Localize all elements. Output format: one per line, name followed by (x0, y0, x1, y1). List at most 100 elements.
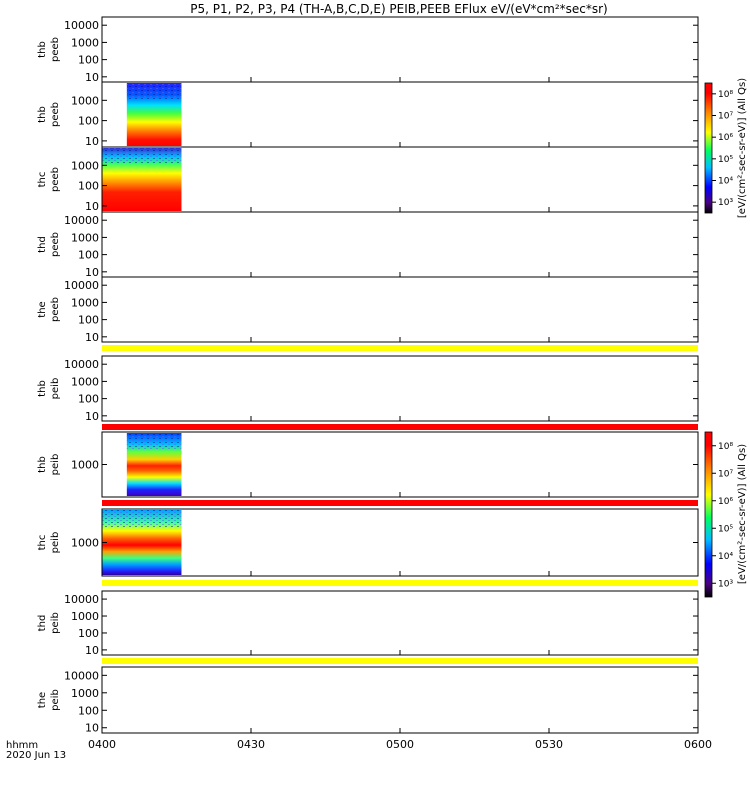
y-tick-label: 100 (78, 393, 99, 406)
colorbar-tick-label: 10⁶ (718, 497, 733, 507)
x-axis-title: hhmm (6, 740, 38, 751)
y-tick-label: 10000 (64, 669, 99, 682)
y-tick-label: 10000 (64, 279, 99, 292)
panel-frame (101, 81, 699, 148)
panel-frame (101, 431, 699, 498)
x-axis-date: 2020 Jun 13 (6, 750, 66, 761)
panel-instrument-label: peib (50, 612, 61, 634)
panel-thd-peeb: 10 100 1000 10000 thd peeb (37, 211, 699, 279)
panel-instrument-label: peeb (50, 102, 61, 127)
y-tick-label: 1000 (71, 375, 99, 388)
y-tick-label: 10000 (64, 593, 99, 606)
y-tick-label: 1000 (71, 94, 99, 107)
quality-band (102, 345, 698, 351)
chart-title: P5, P1, P2, P3, P4 (TH-A,B,C,D,E) PEIB,P… (190, 2, 607, 16)
x-axis: 0400 0430 0500 0530 0600 (88, 77, 712, 751)
colorbar-ion-ramp (704, 431, 713, 598)
panel-probe-label: thc (37, 172, 48, 188)
y-tick-label: 100 (78, 704, 99, 717)
y-tick-label: 10 (85, 200, 99, 213)
x-tick-label: 0500 (386, 738, 414, 751)
panel-instrument-label: peib (50, 378, 61, 400)
y-tick-label: 100 (78, 180, 99, 193)
colorbar-tick-label: 10⁶ (718, 133, 733, 143)
panel-probe-label: thc (37, 535, 48, 551)
y-tick-label: 10000 (64, 19, 99, 32)
panel-probe-label: thb (37, 380, 48, 397)
panel-frame (101, 666, 699, 734)
y-tick-label: 1000 (71, 687, 99, 700)
panel-thb-peib: 10 100 1000 10000 thb peib (37, 355, 699, 423)
panel-instrument-label: peib (50, 454, 61, 476)
y-tick-label: 1000 (71, 459, 99, 472)
panel-thb-peeb: 10 100 1000 thb peeb (37, 81, 699, 148)
bands (102, 345, 698, 664)
x-tick-label: 0600 (684, 738, 712, 751)
panel-instrument-label: peeb (50, 232, 61, 257)
y-tick-label: 1000 (71, 537, 99, 550)
x-tick-label: 0530 (535, 738, 563, 751)
panel-instrument-label: peeb (50, 37, 61, 62)
y-tick-label: 10 (85, 266, 99, 279)
colorbar-tick-label: 10⁴ (718, 177, 733, 187)
panel-the-peeb: 10 100 1000 10000 the peeb (37, 276, 699, 344)
quality-band (102, 580, 698, 586)
colorbar-tick-label: 10⁵ (718, 155, 733, 165)
panel-frame (101, 508, 699, 577)
colorbar-tick-label: 10⁸ (718, 442, 733, 452)
panel-probe-label: thb (37, 456, 48, 473)
colorbar-electron-ramp (704, 82, 713, 214)
y-tick-label: 100 (78, 627, 99, 640)
colorbar-tick-label: 10⁸ (718, 90, 733, 100)
y-tick-label: 1000 (71, 231, 99, 244)
colorbar-electron-label: [eV/(cm²-sec-sr-eV)] (All Qs) (737, 78, 748, 218)
panel-instrument-label: peib (50, 532, 61, 554)
colorbar-electron: [eV/(cm²-sec-sr-eV)] (All Qs) 10³ 10⁴ 10⁵ 1… (704, 78, 748, 218)
panel-thb-peib: 1000 thb peib (37, 431, 699, 498)
colorbar-tick-label: 10⁷ (718, 112, 733, 122)
panel-thc-peeb: 10 100 1000 thc peeb (37, 146, 699, 213)
y-tick-label: 100 (78, 249, 99, 262)
y-tick-label: 10 (85, 135, 99, 148)
spectrogram-texture (102, 148, 182, 164)
panel-frame (101, 276, 699, 343)
panel-thd-peib: 10 100 1000 10000 thd peib (37, 590, 699, 657)
panel-frame (101, 590, 699, 656)
panel-probe-label: thd (37, 236, 48, 253)
panel-thb-peeb: 10 100 1000 10000 thb peeb (37, 16, 699, 84)
panel-thc-peib: 1000 thc peib (37, 508, 699, 577)
quality-band (102, 424, 698, 430)
colorbar-tick-label: 10⁴ (718, 552, 733, 562)
x-tick-label: 0430 (237, 738, 265, 751)
panel-the-peib: 10 100 1000 10000 the peib (37, 666, 699, 735)
colorbar-tick-label: 10⁵ (718, 524, 733, 534)
panel-instrument-label: peeb (50, 167, 61, 192)
colorbar-tick-label: 10³ (718, 579, 733, 589)
panel-frame (101, 16, 699, 83)
quality-band (102, 500, 698, 506)
panel-frame (101, 211, 699, 278)
spectrogram-texture (102, 510, 182, 527)
x-tick-label: 0400 (88, 738, 116, 751)
panel-instrument-label: peib (50, 689, 61, 711)
panel-probe-label: thd (37, 615, 48, 632)
panel-probe-label: thb (37, 41, 48, 58)
colorbar-tick-label: 10³ (718, 198, 733, 208)
spectrogram-texture (126, 433, 182, 449)
y-tick-label: 10000 (64, 214, 99, 227)
y-tick-label: 1000 (71, 36, 99, 49)
y-tick-label: 100 (78, 314, 99, 327)
spectrogram-texture (126, 83, 182, 99)
y-tick-label: 1000 (71, 159, 99, 172)
y-tick-label: 10 (85, 722, 99, 735)
panel-probe-label: thb (37, 106, 48, 123)
panel-frame (101, 146, 699, 213)
panel-probe-label: the (37, 692, 48, 708)
y-tick-label: 100 (78, 115, 99, 128)
colorbar-ion-label: [eV/(cm²-sec-sr-eV)] (All Qs) (737, 444, 748, 584)
y-tick-label: 1000 (71, 296, 99, 309)
panel-frame (101, 355, 699, 422)
y-tick-label: 10 (85, 331, 99, 344)
